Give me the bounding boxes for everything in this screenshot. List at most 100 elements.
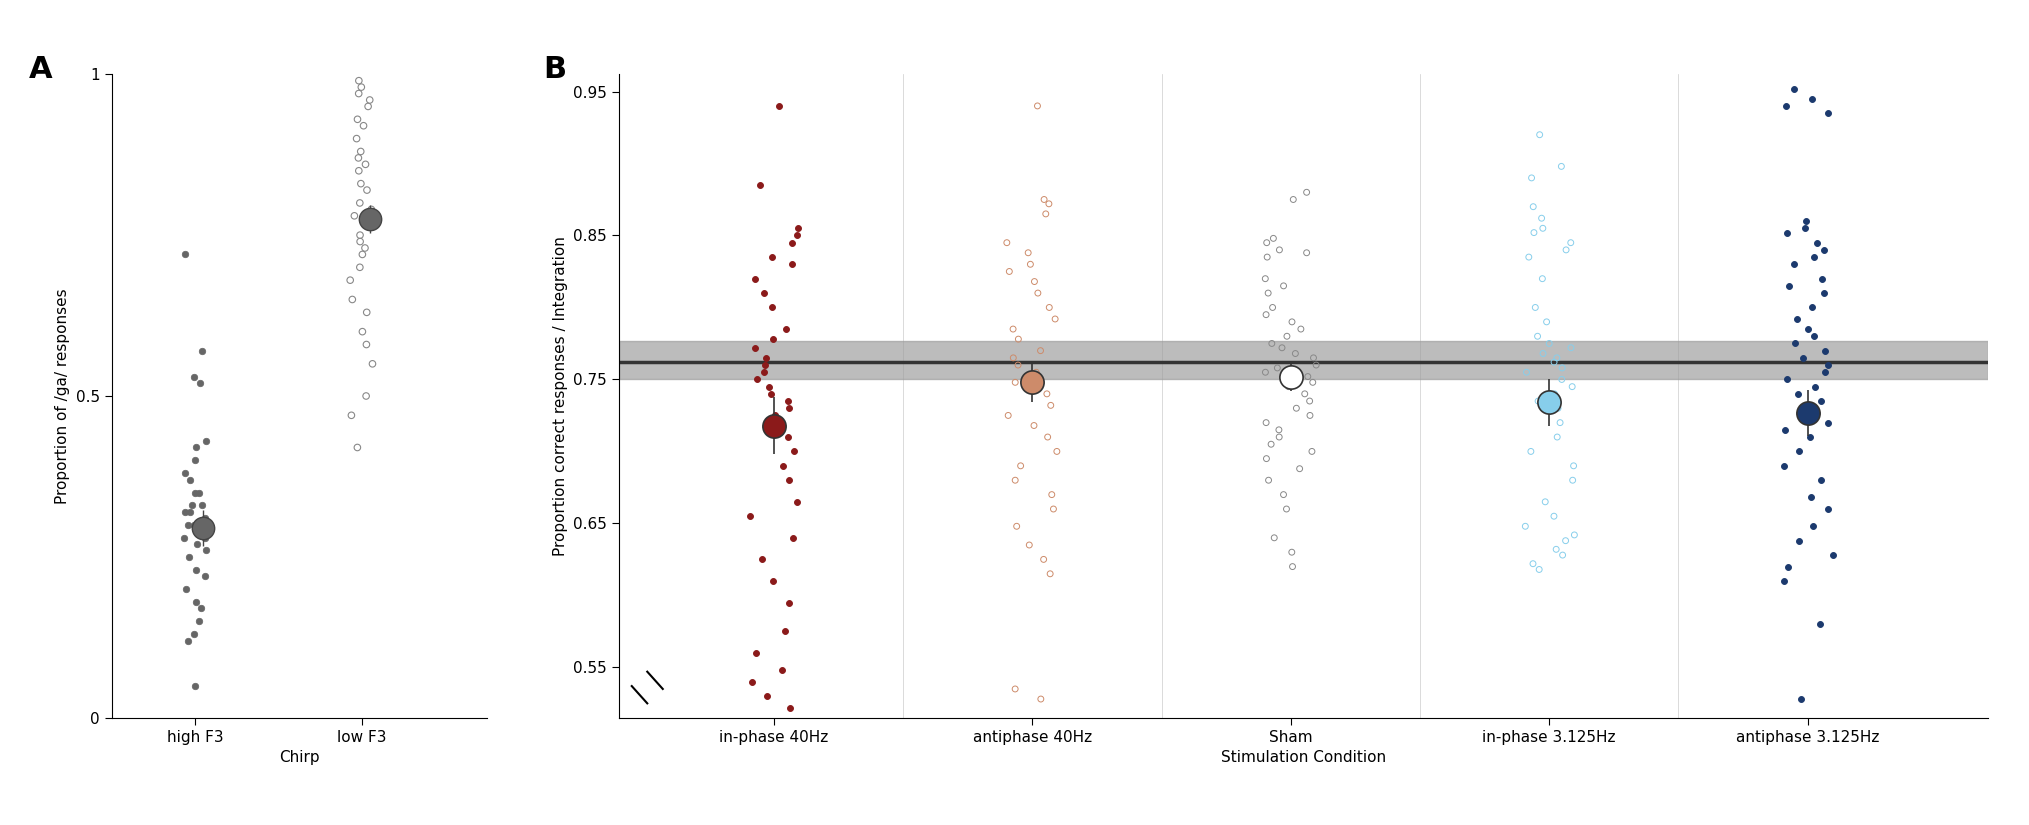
Point [769,625,801,638]
Point [1812,106,1844,120]
Point [345,81,377,94]
Point [1039,313,1071,326]
Point [1250,236,1282,249]
Point [343,235,375,248]
Point [1771,560,1804,573]
Point [189,512,221,525]
Point [357,357,390,370]
Point [1779,337,1812,350]
Point [1792,406,1824,419]
Point [355,203,388,216]
Point [335,408,367,422]
Point [1522,394,1554,408]
Point [1777,82,1810,95]
Point [179,454,211,467]
Point [339,210,371,223]
Point [1544,416,1577,429]
Point [773,701,806,714]
Point [1276,560,1309,573]
Point [1812,502,1844,516]
Point [992,265,1025,278]
Point [747,553,779,566]
Point [1788,222,1820,235]
Text: A: A [28,55,53,84]
Point [1295,409,1327,422]
Point [1029,193,1061,206]
Point [1035,488,1067,502]
Point [1558,460,1591,473]
Point [343,164,375,177]
Point [1514,445,1546,458]
Point [1262,361,1295,375]
Point [351,215,383,229]
Point [1258,232,1290,245]
Point [1270,502,1303,516]
Point [347,325,379,338]
Point [1796,92,1828,106]
Point [1806,272,1838,285]
Point [183,615,215,628]
Point [177,499,209,512]
Point [1278,347,1311,361]
Point [1250,452,1282,465]
Point [1794,491,1826,504]
Point [168,531,201,545]
Point [1037,502,1069,516]
Point [1274,370,1307,383]
Point [763,99,795,112]
Point [351,306,383,319]
Point [734,510,767,523]
Point [1297,351,1329,365]
Point [1798,251,1830,264]
Point [189,531,221,545]
Point [1546,549,1579,562]
Point [755,719,787,732]
Point [755,419,787,432]
Point [1769,99,1802,112]
Point [1276,315,1309,328]
Point [1526,272,1558,285]
Point [1297,445,1329,458]
Point [1546,373,1579,386]
Point [1301,358,1333,371]
Point [341,441,373,454]
Point [1808,286,1840,299]
Point [168,467,201,480]
Point [172,634,205,647]
Point [1012,246,1045,259]
Point [179,518,211,531]
Point [1025,344,1057,357]
Point [345,145,377,158]
Point [1526,347,1558,361]
Point [1280,402,1313,415]
Point [775,257,808,271]
Point [1542,402,1575,415]
Point [1516,172,1548,185]
Point [1783,534,1816,547]
Point [767,460,799,473]
Point [353,93,386,106]
Point [1554,342,1587,355]
Point [343,74,375,87]
Point [341,113,373,126]
Point [1769,423,1802,436]
Point [1530,495,1562,508]
Point [1027,553,1059,566]
Point [773,402,806,415]
Point [179,679,211,692]
Point [739,342,771,355]
Point [1012,539,1045,552]
Point [343,87,375,100]
Point [781,495,814,508]
Point [1264,243,1297,257]
Point [1816,549,1848,562]
Point [1771,226,1804,239]
Point [1777,257,1810,271]
Point [1035,568,1067,581]
Point [747,365,779,379]
Point [1771,373,1804,386]
Point [343,229,375,242]
Point [187,499,219,512]
Point [343,151,375,164]
Point [1029,207,1061,220]
